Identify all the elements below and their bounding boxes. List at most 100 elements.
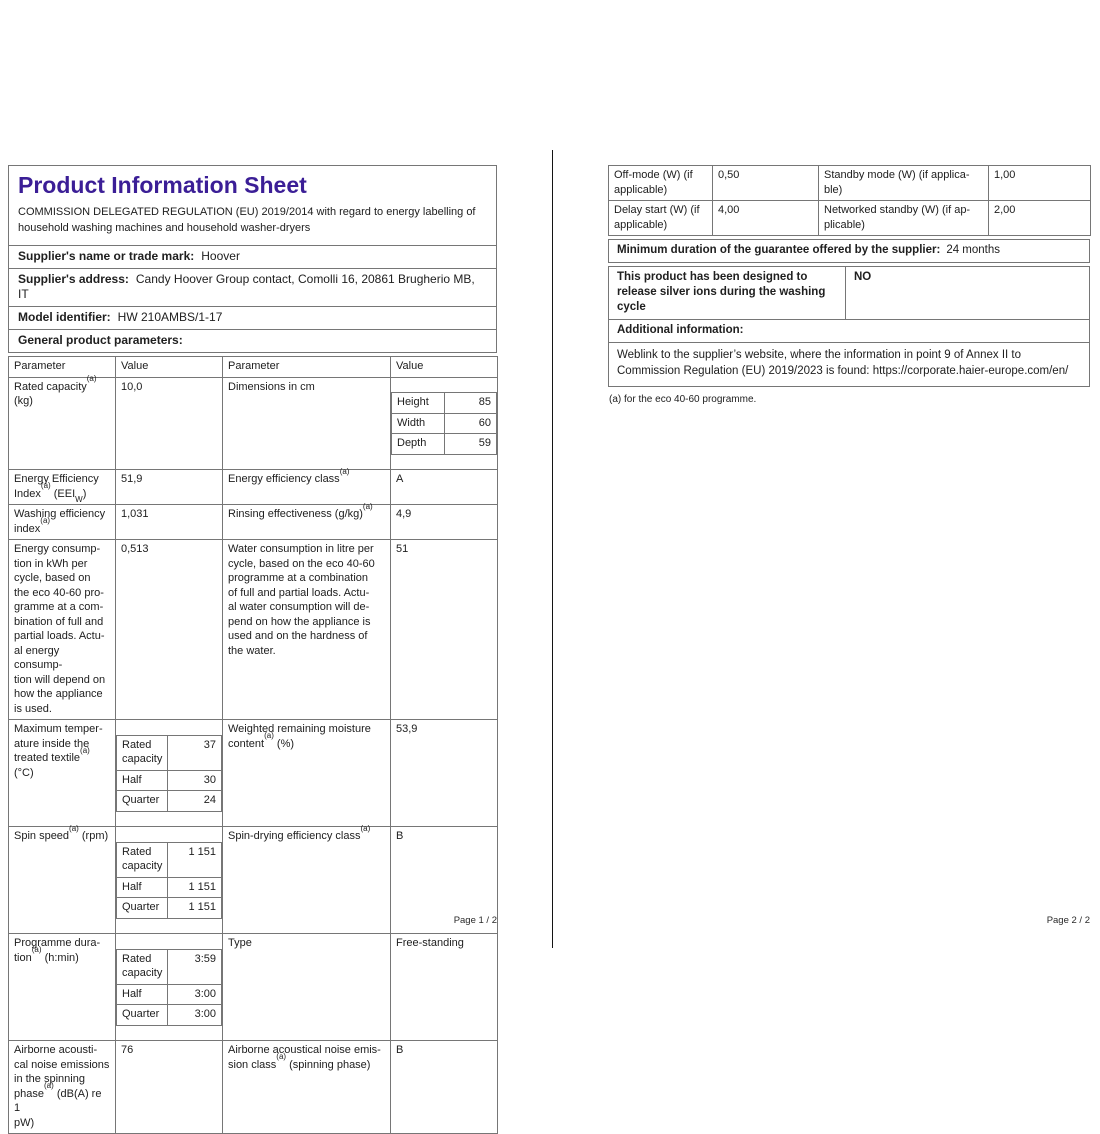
param-name-cell: Airborne acoustical noise emis-sion clas…: [222, 1040, 391, 1134]
param-name-cell: Type: [222, 933, 391, 1041]
param-value-cell: 76: [115, 1040, 223, 1134]
load-value: 1 151: [167, 897, 222, 919]
dimension-label: Width: [391, 412, 445, 434]
supplier-address-value: Candy Hoover Group contact, Comolli 16, …: [18, 272, 475, 301]
load-values-cell: Rated capacity 37 Half 30 Quarter 24: [115, 719, 223, 827]
dimension-value: 85: [443, 392, 497, 414]
table-row-rated-capacity: Rated capacity(a) (kg) 10,0 Dimensions i…: [8, 375, 498, 470]
param-value-cell: 51,9: [115, 469, 223, 505]
table-header-row: Parameter Value Parameter Value: [8, 356, 498, 378]
load-value: 30: [167, 769, 222, 791]
load-value: 24: [167, 790, 222, 812]
load-values-cell: Rated capacity 3:59 Half 3:00 Quarter 3:00: [115, 933, 223, 1041]
parameters-table: Parameter Value Parameter Value Rated ca…: [8, 356, 498, 1134]
footnote-text: (a) for the eco 40-60 programme.: [609, 393, 757, 405]
load-row: Half 30: [115, 769, 222, 791]
load-value: 3:00: [167, 1004, 222, 1026]
param-value-cell: 1,031: [115, 504, 223, 540]
load-value: 1 151: [167, 841, 222, 878]
load-label: Quarter: [115, 790, 169, 812]
dimension-value: 59: [443, 433, 497, 455]
param-value-cell: 2,00: [988, 200, 1091, 236]
param-value-cell: 0,513: [115, 539, 223, 720]
param-name-cell: Spin speed(a) (rpm): [8, 824, 116, 934]
load-label: Rated capacity: [115, 841, 169, 878]
general-parameters-label: General product parameters:: [18, 333, 183, 347]
load-row: Half 3:00: [115, 983, 222, 1005]
param-name-cell: Energy efficiency class(a): [222, 467, 391, 505]
load-row: Quarter 24: [115, 790, 222, 812]
page1-header-box: Product Information Sheet COMMISSION DEL…: [8, 165, 497, 353]
power-modes-table: Off-mode (W) (if applicable) 0,50 Standb…: [608, 165, 1091, 236]
dimension-row: Depth 59: [391, 433, 497, 455]
model-identifier-row: Model identifier: HW 210AMBS/1-17: [9, 306, 496, 329]
param-name-cell: Rated capacity(a) (kg): [8, 375, 116, 470]
param-name-cell: Energy consump- tion in kWh per cycle, b…: [8, 539, 116, 720]
load-value: 37: [167, 734, 222, 771]
page-title: Product Information Sheet: [18, 172, 307, 198]
param-value-cell: Free-standing: [390, 933, 498, 1041]
param-name-cell: Off-mode (W) (if applicable): [608, 165, 713, 201]
param-name-cell: Water consumption in litre per cycle, ba…: [222, 539, 391, 720]
param-value-cell: 53,9: [390, 719, 498, 827]
load-value: 3:00: [167, 983, 222, 1005]
dimension-row: Height 85: [391, 392, 497, 414]
param-name-cell: Maximum temper-ature inside the treated t…: [8, 719, 116, 827]
supplier-name-value: Hoover: [201, 249, 240, 263]
dimension-row: Width 60: [391, 412, 497, 434]
param-name-cell: Washing efficiency index(a): [8, 504, 116, 540]
silver-ions-row: This product has been designed to releas…: [609, 266, 1089, 320]
load-row: Rated capacity 37: [115, 734, 222, 771]
param-name-cell: Programme dura-tion(a) (h:min): [8, 933, 116, 1041]
load-row: Half 1 151: [115, 876, 222, 898]
table-row-delay-start: Delay start (W) (if applicable) 4,00 Net…: [608, 200, 1091, 236]
param-name-cell: Energy Efficiency Index(a) (EEIW): [8, 469, 116, 505]
load-label: Quarter: [115, 1004, 169, 1026]
param-name-cell: Dimensions in cm: [222, 376, 391, 470]
silver-ions-label: This product has been designed to releas…: [609, 266, 846, 319]
guarantee-value: 24 months: [946, 244, 1001, 256]
load-value: 3:59: [167, 948, 222, 985]
param-name-cell: Airborne acousti-cal noise emissions in t…: [8, 1040, 116, 1134]
param-value-cell: 0,50: [712, 165, 819, 201]
load-subtable: Rated capacity 1 151 Half 1 151 Quarter 1 1…: [115, 841, 222, 919]
dimension-label: Height: [391, 392, 445, 414]
header-parameter-1: Parameter: [8, 356, 116, 378]
param-name-cell: Spin-drying efficiency class(a): [222, 824, 391, 934]
param-name-cell: Delay start (W) (if applicable): [608, 200, 713, 236]
load-label: Half: [115, 983, 169, 1005]
table-row-noise: Airborne acousti-cal noise emissions in t…: [8, 1040, 498, 1134]
supplier-name-row: Supplier's name or trade mark: Hoover: [9, 245, 496, 268]
page-1: Product Information Sheet COMMISSION DEL…: [8, 165, 498, 1134]
param-value-cell: 1,00: [988, 165, 1091, 201]
model-identifier-label: Model identifier:: [18, 310, 111, 324]
page2-footer: Page 2 / 2: [1046, 915, 1090, 926]
table-row-eei: Energy Efficiency Index(a) (EEIW) 51,9 En…: [8, 467, 498, 505]
dimension-value: 60: [443, 412, 497, 434]
general-parameters-row: General product parameters:: [9, 329, 496, 352]
load-value: 1 151: [167, 876, 222, 898]
load-row: Quarter 3:00: [115, 1004, 222, 1026]
param-name-cell: Rinsing effectiveness (g/kg)(a): [222, 502, 391, 540]
load-label: Rated capacity: [115, 948, 169, 985]
model-identifier-value: HW 210AMBS/1-17: [117, 310, 223, 324]
title-block: Product Information Sheet COMMISSION DEL…: [9, 166, 496, 245]
param-value-cell: A: [390, 469, 498, 505]
load-label: Quarter: [115, 897, 169, 919]
table-row-energy-consumption: Energy consump- tion in kWh per cycle, b…: [8, 539, 498, 720]
supplier-address-row: Supplier's address: Candy Hoover Group co…: [9, 268, 496, 306]
load-row: Rated capacity 3:59: [115, 948, 222, 985]
param-value-cell: 10,0: [115, 376, 223, 470]
load-subtable: Rated capacity 3:59 Half 3:00 Quarter 3:00: [115, 948, 222, 1026]
param-name-cell: Networked standby (W) (if ap- plicable): [818, 200, 989, 236]
silver-ions-value: NO: [854, 270, 872, 283]
param-name-cell: Weighted remaining moisture content(a) (%…: [222, 719, 391, 827]
load-row: Rated capacity 1 151: [115, 841, 222, 878]
supplier-name-label: Supplier's name or trade mark:: [18, 249, 195, 263]
dimensions-cell: Height 85 Width 60 Depth 59: [390, 376, 498, 470]
page-divider-line: [552, 150, 553, 948]
additional-info-label: Additional information:: [609, 320, 1089, 343]
table-row-programme-duration: Programme dura-tion(a) (h:min) Rated cap…: [8, 933, 498, 1041]
load-label: Rated capacity: [115, 734, 169, 771]
load-row: Quarter 1 151: [115, 897, 222, 919]
